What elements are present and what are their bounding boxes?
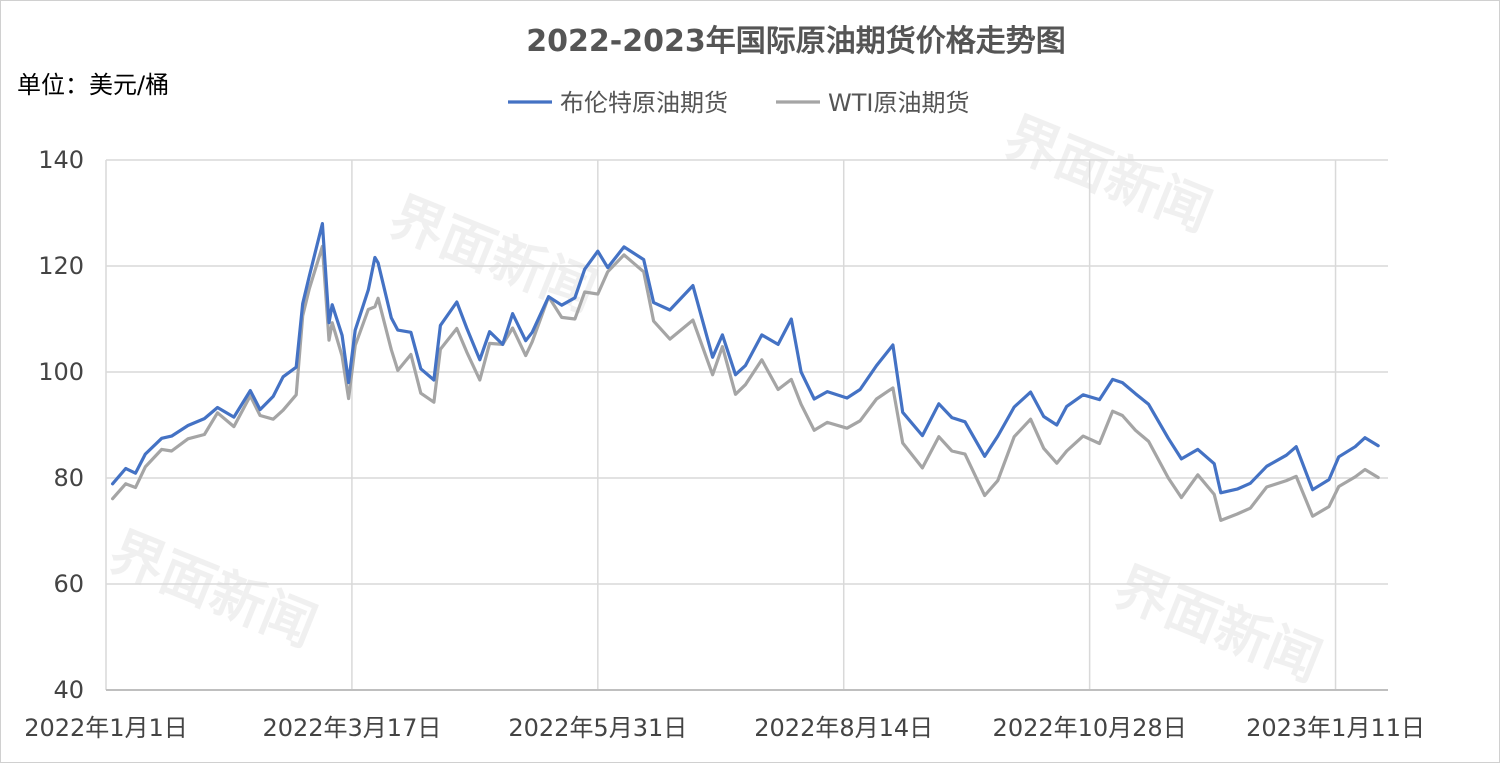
watermark-text: 界面新闻 [101, 520, 325, 659]
legend: 布伦特原油期货 WTI原油期货 [508, 89, 969, 117]
watermark-text: 界面新闻 [381, 185, 605, 324]
x-tick-label: 2022年10月28日 [993, 714, 1187, 742]
series-line-wti [111, 244, 1380, 522]
chart-title: 2022-2023年国际原油期货价格走势图 [526, 24, 1065, 59]
y-tick-label: 60 [53, 570, 84, 598]
gridlines [105, 159, 1388, 691]
x-tick-label: 2022年3月17日 [262, 714, 441, 742]
watermark-text: 界面新闻 [996, 105, 1220, 244]
series-line-brent [111, 222, 1380, 495]
watermark-text: 界面新闻 [1106, 555, 1330, 694]
series-layer [111, 222, 1380, 522]
y-tick-label: 140 [38, 146, 84, 174]
x-axis: 2022年1月1日 2022年3月17日 2022年5月31日 2022年8月14日 2… [24, 714, 1425, 742]
x-tick-label: 2022年1月1日 [24, 714, 188, 742]
y-tick-label: 100 [38, 358, 84, 386]
y-tick-label: 80 [53, 464, 84, 492]
x-tick-label: 2022年8月14日 [754, 714, 933, 742]
legend-label: 布伦特原油期货 [560, 89, 728, 117]
y-axis: 40 60 80 100 120 140 [38, 146, 84, 704]
unit-label: 单位：美元/桶 [17, 71, 169, 99]
x-tick-label: 2023年1月11日 [1246, 714, 1425, 742]
y-tick-label: 120 [38, 252, 84, 280]
y-tick-label: 40 [53, 676, 84, 704]
x-tick-label: 2022年5月31日 [508, 714, 687, 742]
legend-label: WTI原油期货 [828, 89, 969, 117]
